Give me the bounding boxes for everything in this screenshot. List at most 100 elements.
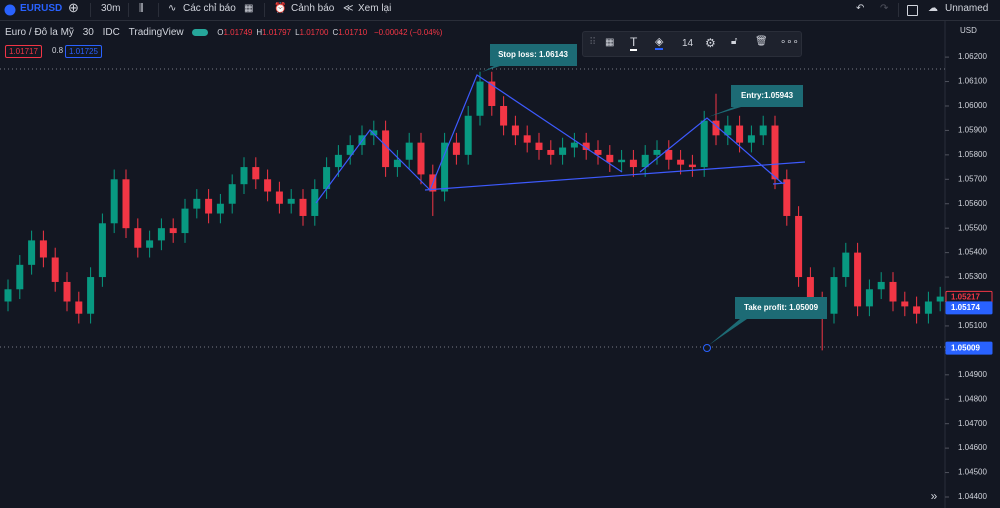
callout[interactable] xyxy=(482,44,577,72)
candle-body xyxy=(865,289,873,307)
candle-body xyxy=(193,198,201,209)
candle-body xyxy=(700,120,708,168)
ask-price[interactable]: 1.01725 xyxy=(65,45,102,58)
candle-body xyxy=(842,252,850,278)
callout[interactable] xyxy=(709,297,827,345)
candle-body xyxy=(759,125,767,136)
ohlc-key: C xyxy=(332,28,339,37)
symbol[interactable]: EURUSD xyxy=(20,3,63,14)
scroll-to-latest[interactable]: » xyxy=(931,489,938,503)
candle-body xyxy=(75,301,83,314)
candle-body xyxy=(441,142,449,192)
candle-body xyxy=(87,277,95,314)
candle-body xyxy=(252,167,260,180)
y-tick-label: 1.04700 xyxy=(958,419,987,428)
delete[interactable]: 🗑︎ xyxy=(755,36,768,47)
chart-type[interactable]: ⫼ xyxy=(139,3,144,14)
y-tick-label: 1.05100 xyxy=(958,321,987,330)
candle-body xyxy=(901,301,909,307)
replay[interactable]: Xem lại xyxy=(358,3,392,14)
legend: Euro / Đô la Mỹ 30 IDC TradingView O1.01… xyxy=(5,27,442,38)
candle-body xyxy=(736,125,744,143)
separator xyxy=(128,3,129,17)
candle-body xyxy=(629,159,637,168)
price-tag xyxy=(945,341,993,355)
fill-color[interactable]: ◈ xyxy=(655,36,664,50)
more[interactable]: ∘∘∘ xyxy=(780,37,799,48)
candle-body xyxy=(228,184,236,204)
candle-body xyxy=(122,179,130,229)
candle-body xyxy=(606,154,614,163)
indicators[interactable]: Các chỉ báo xyxy=(183,3,236,14)
ohlc-key: O xyxy=(217,28,224,37)
candle-body xyxy=(712,120,720,136)
candle-body xyxy=(877,281,885,290)
candle-body xyxy=(311,189,319,216)
candle-body xyxy=(28,240,36,265)
candle-body xyxy=(641,154,649,168)
candle-body xyxy=(913,306,921,314)
candle-body xyxy=(51,257,59,282)
candle-body xyxy=(287,198,295,204)
y-tick-label: 1.05300 xyxy=(958,272,987,281)
candle-body xyxy=(665,149,673,160)
spread: 0.8 xyxy=(52,46,64,55)
drag-handle[interactable]: ⠿ xyxy=(589,37,597,48)
anchor-point[interactable] xyxy=(703,344,711,352)
candle-body xyxy=(205,198,213,214)
legend-provider: TradingView xyxy=(128,27,184,38)
currency: USD xyxy=(960,26,977,35)
templates[interactable]: ▦ xyxy=(244,3,254,14)
undo[interactable]: ↶ xyxy=(856,3,865,14)
separator xyxy=(90,3,91,17)
candle-body xyxy=(523,135,531,143)
candle-body xyxy=(547,149,555,155)
candle-body xyxy=(806,277,814,302)
cloud-icon[interactable]: ☁ xyxy=(928,3,938,14)
text-color[interactable]: T xyxy=(630,35,638,51)
ohlc-value: 1.01710 xyxy=(338,28,368,37)
indicators-icon[interactable]: ∿ xyxy=(168,3,177,14)
ohlc-key: H xyxy=(256,28,263,37)
candle-body xyxy=(134,228,142,248)
redo[interactable]: ↷ xyxy=(880,3,889,14)
entry-label: Entry:1.05943 xyxy=(741,91,794,100)
font-size[interactable]: 14 xyxy=(682,38,694,49)
candle-body xyxy=(771,125,779,180)
interval[interactable]: 30m xyxy=(101,3,121,14)
status-toggle[interactable] xyxy=(192,28,209,36)
add-symbol[interactable]: ⊕ xyxy=(68,0,79,15)
ohlc-value: 1.01797 xyxy=(262,28,292,37)
candle-body xyxy=(724,125,732,136)
candle-body xyxy=(110,179,118,224)
y-tick-label: 1.04600 xyxy=(958,443,987,452)
lock[interactable]: 🔓︎ xyxy=(731,36,738,47)
candle-body xyxy=(582,142,590,150)
candle-body xyxy=(452,142,460,155)
alerts[interactable]: Cảnh báo xyxy=(291,3,335,14)
candle-body xyxy=(795,215,803,278)
legend-interval: 30 xyxy=(82,27,94,38)
candle-body xyxy=(594,149,602,155)
y-tick-label: 1.04500 xyxy=(958,468,987,477)
layout-icon[interactable] xyxy=(907,5,918,16)
alerts-icon[interactable]: ⏰ xyxy=(274,3,287,14)
settings[interactable]: ⚙ xyxy=(705,36,716,50)
candle-body xyxy=(98,223,106,278)
y-tick-label: 1.04900 xyxy=(958,370,987,379)
candle-body xyxy=(417,142,425,175)
callout[interactable] xyxy=(708,85,803,117)
candle-body xyxy=(4,289,12,302)
ohlc-value: 1.01700 xyxy=(299,28,329,37)
price-tag-label: 1.05174 xyxy=(951,303,980,312)
template-button[interactable]: ▦ xyxy=(605,37,615,48)
candle-body xyxy=(924,301,932,314)
ohlc-key: L xyxy=(295,28,300,37)
layout-name[interactable]: Unnamed xyxy=(945,3,989,14)
replay-icon[interactable]: ≪ xyxy=(343,3,354,14)
candle-body xyxy=(63,281,71,302)
candle-body xyxy=(618,159,626,163)
bid-price[interactable]: 1.01717 xyxy=(5,45,42,58)
y-tick-label: 1.04800 xyxy=(958,394,987,403)
